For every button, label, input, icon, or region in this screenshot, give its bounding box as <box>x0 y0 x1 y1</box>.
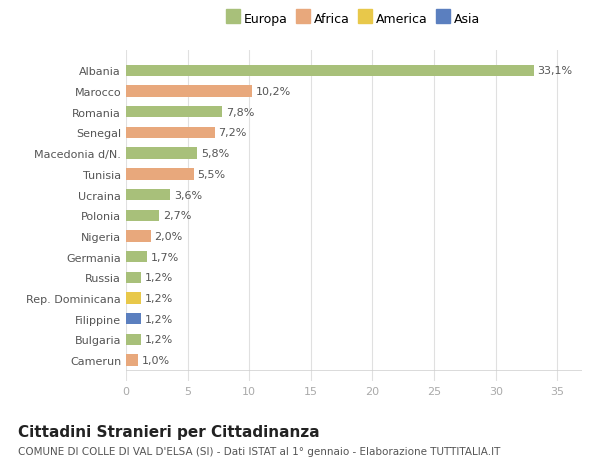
Text: COMUNE DI COLLE DI VAL D'ELSA (SI) - Dati ISTAT al 1° gennaio - Elaborazione TUT: COMUNE DI COLLE DI VAL D'ELSA (SI) - Dat… <box>18 446 500 456</box>
Bar <box>126 66 534 77</box>
Bar <box>126 231 151 242</box>
Bar <box>126 128 215 139</box>
Legend: Europa, Africa, America, Asia: Europa, Africa, America, Asia <box>225 11 483 28</box>
Text: 3,6%: 3,6% <box>174 190 202 200</box>
Text: 1,2%: 1,2% <box>145 335 173 345</box>
Bar <box>126 293 141 304</box>
Text: 1,2%: 1,2% <box>145 293 173 303</box>
Bar <box>126 169 194 180</box>
Bar <box>126 86 252 97</box>
Bar <box>126 210 159 221</box>
Text: 1,2%: 1,2% <box>145 314 173 324</box>
Bar <box>126 190 170 201</box>
Text: 7,8%: 7,8% <box>226 107 254 118</box>
Text: 2,0%: 2,0% <box>154 231 182 241</box>
Bar <box>126 272 141 283</box>
Bar <box>126 107 222 118</box>
Bar <box>126 252 147 263</box>
Text: Cittadini Stranieri per Cittadinanza: Cittadini Stranieri per Cittadinanza <box>18 425 320 440</box>
Text: 7,2%: 7,2% <box>218 128 247 138</box>
Bar <box>126 355 139 366</box>
Text: 1,2%: 1,2% <box>145 273 173 283</box>
Text: 2,7%: 2,7% <box>163 211 191 221</box>
Text: 1,7%: 1,7% <box>151 252 179 262</box>
Text: 33,1%: 33,1% <box>538 66 573 76</box>
Bar <box>126 148 197 159</box>
Text: 5,8%: 5,8% <box>201 149 229 159</box>
Text: 1,0%: 1,0% <box>142 355 170 365</box>
Bar <box>126 334 141 345</box>
Text: 10,2%: 10,2% <box>256 87 290 97</box>
Text: 5,5%: 5,5% <box>197 169 226 179</box>
Bar <box>126 313 141 325</box>
